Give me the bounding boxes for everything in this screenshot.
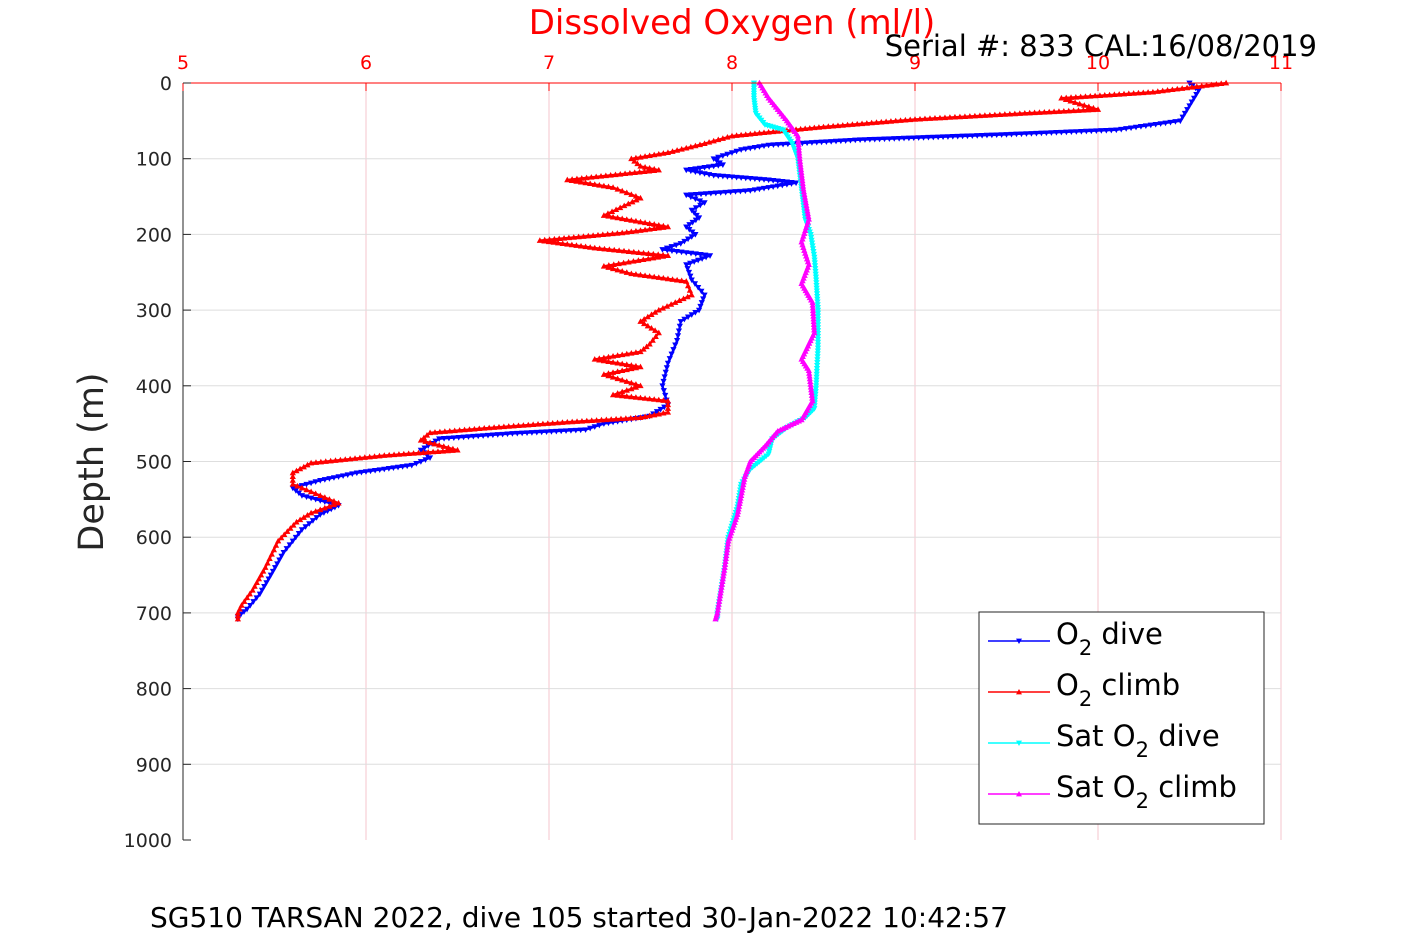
legend-marker-o2-climb <box>1016 689 1022 695</box>
series-o2-climb <box>234 79 1230 622</box>
y-tick-label: 400 <box>136 376 172 398</box>
y-tick-label: 700 <box>136 603 172 625</box>
x-tick-label: 6 <box>360 52 372 74</box>
legend-label-sat-o2-dive: Sat O2 dive <box>1056 719 1220 762</box>
x-tick-label: 7 <box>543 52 555 74</box>
y-tick-label: 200 <box>136 224 172 246</box>
y-tick-labels: 0 100 200 300 400 500 600 700 800 900 1000 <box>124 73 191 852</box>
chart-caption: SG510 TARSAN 2022, dive 105 started 30-J… <box>150 901 1008 934</box>
y-tick-label: 1000 <box>124 830 172 852</box>
legend-label-sat-o2-climb: Sat O2 climb <box>1056 770 1237 813</box>
series-layer <box>234 79 1230 623</box>
y-tick-label: 500 <box>136 452 172 474</box>
legend-label-o2-dive: O2 dive <box>1056 617 1163 660</box>
legend-marker-sat-o2-dive <box>1016 740 1022 746</box>
y-tick-label: 300 <box>136 300 172 322</box>
y-tick-label: 100 <box>136 149 172 171</box>
x-tick-labels: 5 6 7 8 9 10 11 <box>177 52 1293 91</box>
y-tick-label: 600 <box>136 527 172 549</box>
series-sat-o2-climb <box>712 79 818 622</box>
x-tick-label: 10 <box>1086 52 1110 74</box>
chart-title: Dissolved Oxygen (ml/l) <box>529 3 936 43</box>
y-tick-label: 800 <box>136 679 172 701</box>
y-axis-label: Depth (m) <box>72 372 112 551</box>
x-tick-label: 11 <box>1269 52 1293 74</box>
series-markers-o2-climb <box>234 79 1230 622</box>
x-tick-label: 5 <box>177 52 189 74</box>
legend-box <box>978 611 1265 825</box>
chart-subtitle: Serial #: 833 CAL:16/08/2019 <box>885 29 1317 63</box>
legend: O2 dive O2 climb Sat O2 dive Sat O2 climb <box>978 611 1265 825</box>
x-tick-label: 9 <box>909 52 921 74</box>
x-tick-label: 8 <box>726 52 738 74</box>
series-markers-sat-o2-climb <box>712 79 818 622</box>
legend-marker-sat-o2-climb <box>1016 791 1022 797</box>
legend-label-o2-climb: O2 climb <box>1056 668 1180 711</box>
legend-marker-o2-dive <box>1016 638 1022 644</box>
grid-lines <box>183 83 1282 840</box>
y-tick-label: 0 <box>160 73 172 95</box>
y-tick-label: 900 <box>136 754 172 776</box>
